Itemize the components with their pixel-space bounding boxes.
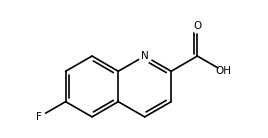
Point xyxy=(195,25,199,27)
Text: O: O xyxy=(193,21,202,31)
Text: OH: OH xyxy=(216,66,232,76)
Point xyxy=(222,70,226,72)
Point xyxy=(37,116,41,118)
Point xyxy=(143,55,147,57)
Text: N: N xyxy=(141,51,148,61)
Text: F: F xyxy=(36,112,42,122)
